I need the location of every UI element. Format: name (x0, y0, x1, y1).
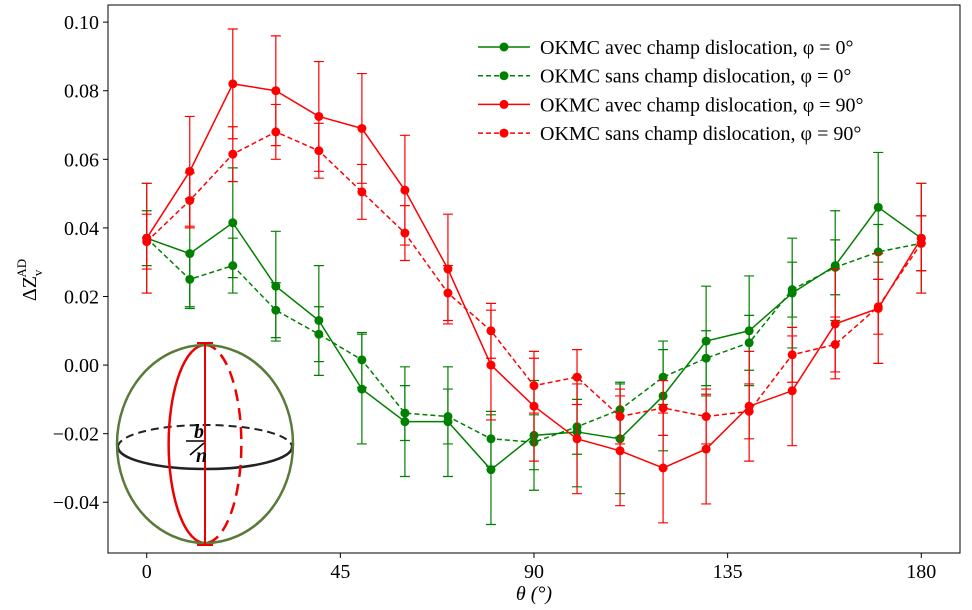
y-tick-label: 0.10 (64, 12, 99, 34)
legend-marker (499, 71, 509, 81)
data-point (916, 238, 926, 248)
legend-label: OKMC sans champ dislocation, φ = 0° (540, 66, 851, 88)
legend-label: OKMC avec champ dislocation, φ = 90° (540, 94, 864, 116)
data-point (486, 326, 496, 336)
data-point (572, 372, 582, 382)
data-point (228, 218, 238, 228)
y-tick-label: −0.02 (53, 424, 99, 446)
data-point (142, 237, 152, 247)
data-point (873, 302, 883, 312)
x-tick-label: 0 (142, 561, 152, 583)
data-point (400, 228, 410, 238)
data-point (486, 434, 496, 444)
data-point (228, 79, 238, 89)
data-point (658, 403, 668, 413)
x-tick-label: 45 (330, 561, 350, 583)
data-point (615, 446, 625, 456)
x-tick-label: 180 (906, 561, 936, 583)
data-point (572, 434, 582, 444)
data-point (744, 338, 754, 348)
legend-label: OKMC avec champ dislocation, φ = 0° (540, 37, 854, 59)
data-point (185, 195, 195, 205)
legend-marker (499, 128, 509, 138)
y-axis-label: ΔZvAD (14, 259, 45, 301)
data-point (787, 350, 797, 360)
y-tick-label: 0.00 (64, 355, 99, 377)
data-point (185, 274, 195, 284)
data-point (271, 86, 281, 96)
data-point (228, 261, 238, 271)
data-point (357, 355, 367, 365)
legend-marker (499, 42, 509, 52)
data-point (658, 372, 668, 382)
x-tick-label: 90 (524, 561, 544, 583)
sphere-inset: b n (115, 342, 295, 546)
y-tick-label: 0.04 (64, 218, 99, 240)
inset-label: b (194, 421, 204, 443)
meridian-back (204, 343, 243, 545)
data-point (443, 288, 453, 298)
data-point (787, 285, 797, 295)
data-point (443, 412, 453, 422)
meridian-front (167, 343, 206, 545)
data-point (658, 463, 668, 473)
x-axis-label: θ (°) (516, 583, 552, 605)
data-point (787, 386, 797, 396)
data-point (400, 185, 410, 195)
y-label-base: ΔZ (19, 276, 41, 301)
y-tick-label: 0.06 (64, 149, 99, 171)
legend-label: OKMC sans champ dislocation, φ = 90° (540, 123, 861, 145)
y-tick-label: 0.02 (64, 286, 99, 308)
data-point (228, 149, 238, 159)
vector-n (189, 442, 205, 456)
data-point (271, 305, 281, 315)
y-label-sup: AD (14, 259, 29, 278)
y-label-text: ΔZvAD (14, 259, 45, 301)
y-label-sub: v (30, 269, 45, 276)
data-point (830, 339, 840, 349)
legend-marker (499, 99, 509, 109)
inset-label: n (196, 445, 207, 467)
data-point (744, 406, 754, 416)
data-point (486, 360, 496, 370)
data-point (701, 412, 711, 422)
data-point (314, 329, 324, 339)
data-point (873, 202, 883, 212)
data-point (271, 127, 281, 137)
data-point (615, 412, 625, 422)
data-point (529, 381, 539, 391)
data-point (314, 146, 324, 156)
data-point (486, 465, 496, 475)
data-point (357, 123, 367, 133)
data-point (314, 111, 324, 121)
x-tick-label: 135 (713, 561, 743, 583)
data-point (701, 353, 711, 363)
y-tick-label: 0.08 (64, 81, 99, 103)
data-point (701, 444, 711, 454)
y-tick-label: −0.04 (53, 492, 99, 514)
data-point (357, 187, 367, 197)
data-point (400, 408, 410, 418)
